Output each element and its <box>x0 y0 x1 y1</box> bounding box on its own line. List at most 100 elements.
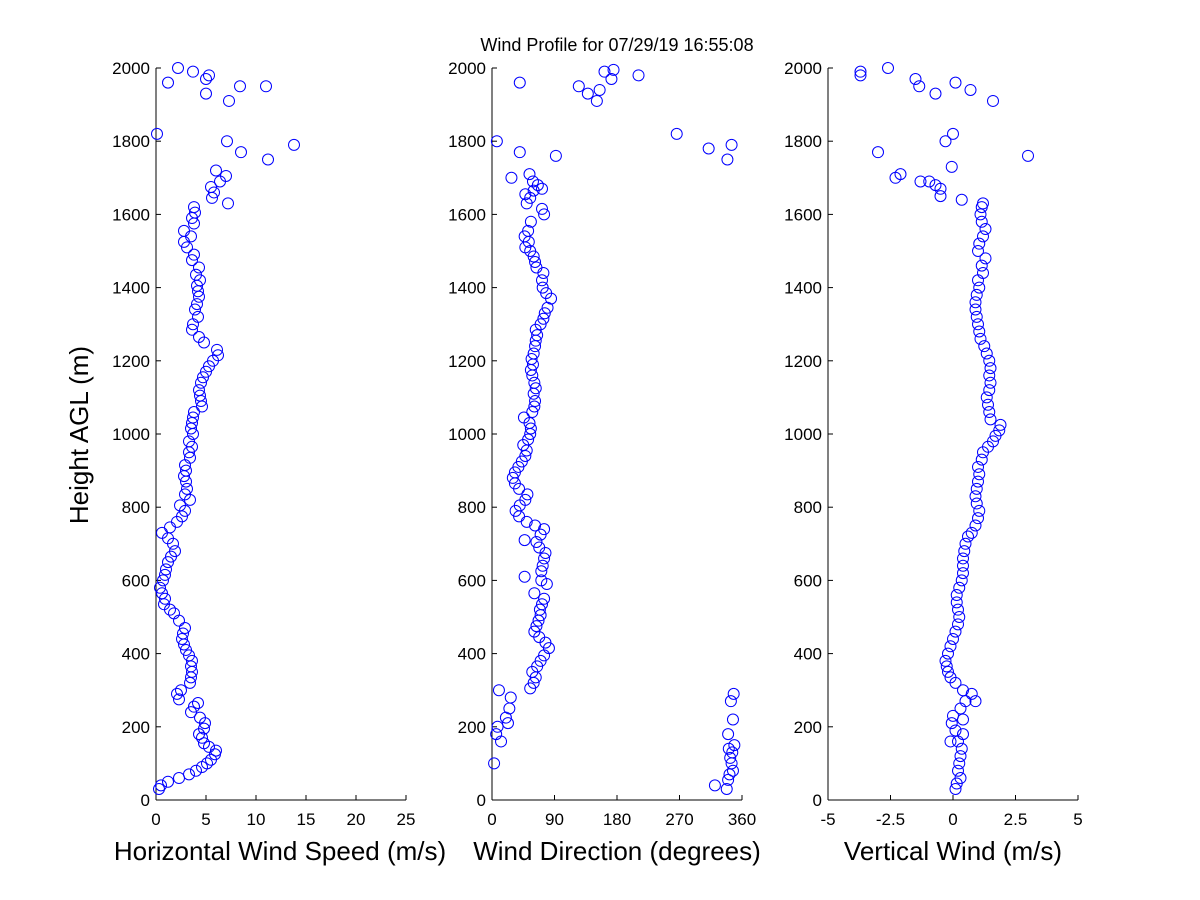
vertical-data-point <box>957 567 969 580</box>
vertical-data-point <box>983 354 996 367</box>
vertical-data-point <box>945 160 958 173</box>
speed-x-tick-label: 25 <box>397 810 416 829</box>
vertical-data-point <box>947 127 959 140</box>
direction-data-point <box>504 691 517 704</box>
vertical-x-tick-label: -5 <box>820 810 835 829</box>
vertical-data-point <box>983 369 996 382</box>
direction-data-point <box>581 87 594 100</box>
speed-y-tick-label: 200 <box>122 718 150 737</box>
vertical-data-point <box>993 424 1006 437</box>
direction-data-point <box>524 215 537 228</box>
speed-data-point <box>210 164 222 177</box>
vertical-y-tick-label: 800 <box>794 498 822 517</box>
vertical-data-point <box>872 146 884 159</box>
vertical-data-point <box>969 303 982 316</box>
vertical-data-point <box>889 171 902 184</box>
direction-y-tick-label: 0 <box>477 791 486 810</box>
direction-data-point <box>521 488 534 501</box>
speed-data-point <box>188 201 200 214</box>
vertical-data-point <box>983 406 996 419</box>
vertical-data-point <box>957 552 969 565</box>
vertical-data-point <box>939 654 952 667</box>
vertical-data-point <box>977 266 989 279</box>
speed-data-point <box>178 224 190 237</box>
direction-y-tick-label: 200 <box>458 718 486 737</box>
direction-x-tick-label: 270 <box>665 810 693 829</box>
vertical-data-point <box>965 526 978 539</box>
speed-data-point <box>180 643 192 656</box>
vertical-x-axis-label: Vertical Wind (m/s) <box>844 836 1062 866</box>
vertical-data-point <box>882 62 894 74</box>
vertical-data-point <box>1022 149 1034 162</box>
speed-y-tick-label: 1200 <box>112 352 150 371</box>
direction-data-point <box>538 208 551 221</box>
speed-x-tick-label: 20 <box>347 810 366 829</box>
vertical-data-point <box>994 418 1007 431</box>
speed-data-point <box>169 545 181 558</box>
speed-data-point <box>193 261 205 274</box>
vertical-y-tick-label: 1000 <box>784 425 822 444</box>
vertical-data-point <box>984 362 997 375</box>
speed-data-point <box>190 764 202 777</box>
direction-y-tick-label: 1600 <box>448 205 486 224</box>
vertical-data-point <box>923 175 936 188</box>
direction-data-point <box>725 138 738 151</box>
y-axis-label: Height AGL (m) <box>64 346 94 524</box>
vertical-data-point <box>982 398 994 411</box>
vertical-data-point <box>953 611 966 623</box>
speed-data-point <box>288 138 300 151</box>
direction-data-point <box>530 535 543 548</box>
direction-x-tick-label: 180 <box>603 810 631 829</box>
vertical-data-point <box>957 684 969 697</box>
direction-data-point <box>726 746 739 759</box>
speed-data-point <box>175 684 187 697</box>
speed-data-point <box>198 722 210 735</box>
direction-data-point <box>632 69 645 82</box>
speed-data-point <box>189 303 201 316</box>
speed-y-tick-label: 800 <box>122 498 150 517</box>
direction-data-point <box>726 713 739 726</box>
vertical-data-point <box>942 647 954 660</box>
vertical-data-point <box>949 76 962 89</box>
direction-data-point <box>519 188 532 201</box>
direction-y-tick-label: 600 <box>458 571 486 590</box>
direction-data-point <box>528 400 541 413</box>
speed-data-point <box>194 711 206 724</box>
vertical-data-point <box>987 435 999 448</box>
speed-data-point <box>159 592 171 605</box>
direction-data-point <box>528 587 541 600</box>
vertical-data-point <box>952 618 964 631</box>
vertical-data-point <box>944 640 957 653</box>
speed-data-point <box>185 706 197 719</box>
speed-data-point <box>188 700 200 713</box>
direction-y-tick-label: 800 <box>458 498 486 517</box>
vertical-data-point <box>972 512 984 525</box>
vertical-data-point <box>854 69 867 82</box>
speed-data-point <box>203 69 215 82</box>
speed-data-point <box>196 731 208 744</box>
direction-data-point <box>533 603 546 616</box>
direction-data-point <box>506 471 519 484</box>
vertical-data-point <box>973 281 986 294</box>
direction-data-point <box>702 142 715 155</box>
vertical-data-point <box>972 318 984 331</box>
speed-y-tick-label: 1800 <box>112 132 150 151</box>
speed-data-point <box>186 254 198 267</box>
vertical-y-tick-label: 1600 <box>784 205 822 224</box>
speed-data-point <box>168 607 180 620</box>
speed-data-point <box>200 72 212 85</box>
speed-data-point <box>194 389 206 402</box>
vertical-data-point <box>958 545 971 558</box>
direction-y-tick-label: 1800 <box>448 132 486 151</box>
direction-data-point <box>724 695 737 708</box>
direction-data-point <box>598 65 611 78</box>
direction-x-tick-label: 90 <box>545 810 564 829</box>
speed-data-point <box>211 343 223 356</box>
speed-y-tick-label: 1600 <box>112 205 150 224</box>
direction-data-point <box>524 422 537 435</box>
direction-data-point <box>607 63 620 76</box>
direction-y-tick-label: 400 <box>458 645 486 664</box>
speed-data-point <box>162 76 174 89</box>
vertical-data-point <box>947 709 959 722</box>
direction-data-point <box>708 779 721 792</box>
